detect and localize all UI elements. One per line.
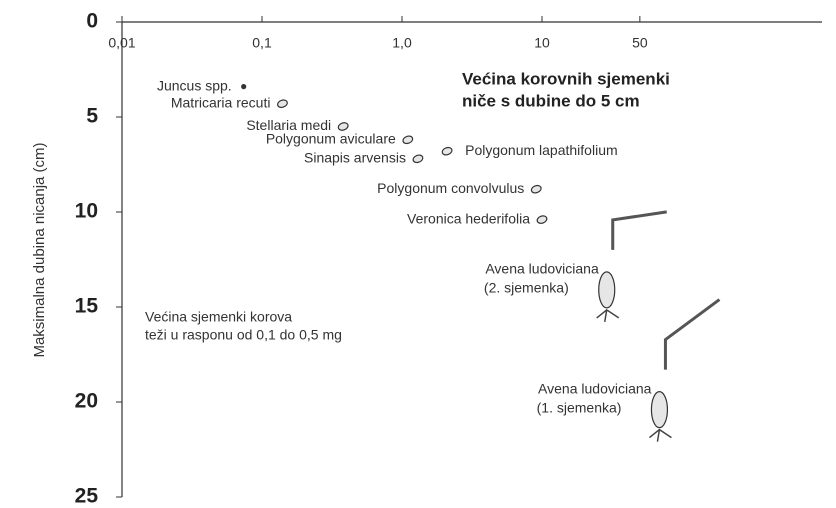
x-tick-label: 10	[534, 35, 550, 51]
annotation: niče s dubine do 5 cm	[462, 91, 640, 110]
x-tick-label: 0,1	[252, 35, 272, 51]
seed	[277, 99, 289, 109]
seed	[651, 392, 667, 428]
x-tick-label: 50	[632, 35, 648, 51]
x-tick-label: 0,01	[108, 35, 135, 51]
y-tick-label: 20	[75, 390, 98, 413]
chart: Maksimalna dubina nicanja (cm) 0 5 10 15 20 2…	[0, 0, 836, 508]
annotation: teži u rasponu od 0,1 do 0,5 mg	[145, 327, 342, 343]
annotation: Većina korovnih sjemenki	[462, 69, 670, 88]
y-tick-label: 25	[75, 485, 99, 508]
point-label: Polygonum convolvulus	[377, 180, 524, 196]
seed	[530, 184, 542, 194]
point-label: Veronica hederifolia	[407, 210, 530, 226]
seed	[536, 215, 548, 225]
point-label: Matricaria recuti	[171, 94, 271, 110]
y-axis-title: Maksimalna dubina nicanja (cm)	[31, 142, 48, 357]
point-label: Polygonum aviculare	[266, 131, 396, 147]
plant-roots	[649, 430, 671, 442]
plant-stem	[613, 212, 667, 250]
point-label: Juncus spp.	[157, 77, 232, 93]
plant-stem	[665, 300, 719, 370]
point-label: (1. sjemenka)	[537, 399, 622, 415]
seed	[599, 272, 615, 308]
y-tick-label: 5	[86, 105, 98, 128]
seed	[441, 146, 453, 156]
seed	[402, 135, 414, 145]
point-label: Avena ludoviciana	[485, 261, 599, 277]
y-tick-label: 10	[75, 200, 98, 223]
point-label: (2. sjemenka)	[484, 280, 569, 296]
annotation: Većina sjemenki korova	[145, 309, 292, 325]
point-label: Avena ludoviciana	[538, 380, 652, 396]
x-tick-label: 1,0	[392, 35, 412, 51]
seed	[412, 154, 424, 164]
y-tick-label: 15	[75, 295, 99, 318]
point-label: Polygonum lapathifolium	[465, 142, 618, 158]
seed	[241, 84, 246, 89]
plant-roots	[597, 310, 619, 322]
y-tick-label: 0	[86, 10, 98, 33]
point-label: Sinapis arvensis	[304, 150, 406, 166]
